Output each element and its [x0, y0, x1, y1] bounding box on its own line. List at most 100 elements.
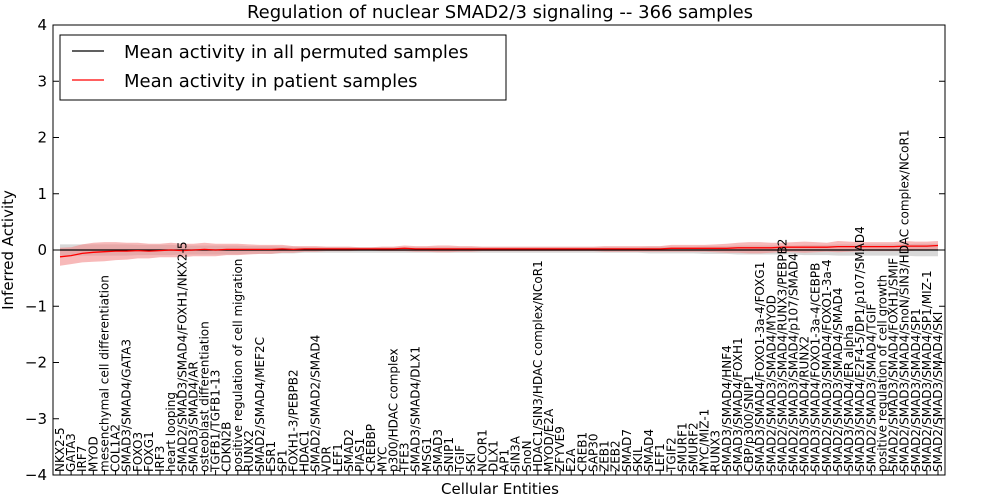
y-axis-label: Inferred Activity [0, 190, 17, 310]
x-tick-label: TGIF2 [664, 437, 678, 473]
x-tick-label: E2A [564, 448, 578, 472]
x-tick-label: VDR [320, 446, 334, 472]
x-tick-label: SMAD3/SMAD4/GATA3 [120, 339, 134, 472]
x-tick-label: HDAC1 [298, 430, 312, 472]
x-tick-label: CDKN2B [220, 422, 234, 472]
x-tick-label: SMAD2/SMAD3/SMAD4/MYOD [764, 295, 778, 472]
x-tick-label: MYC [375, 447, 389, 472]
x-tick-label: SMAD2/SMAD3/SMAD4/SnoN/SIN3/HDAC complex… [898, 130, 912, 473]
x-tick-label: SMAD2/SMAD4/MEF2C [253, 337, 267, 472]
y-tick-label: 2 [37, 129, 47, 147]
x-tick-label: SMAD3 [431, 429, 445, 472]
x-tick-label: SMAD2 [342, 429, 356, 472]
x-tick-label: SMAD3/SMAD4/HNF4 [720, 345, 734, 472]
legend-permuted-label: Mean activity in all permuted samples [124, 42, 468, 63]
x-tick-label: TFE3 [398, 443, 412, 473]
x-tick-label: positive regulation of cell growth [875, 275, 889, 472]
chart-title: Regulation of nuclear SMAD2/3 signaling … [247, 2, 753, 23]
x-tick-label: SAP30 [587, 433, 601, 472]
x-tick-label: ESR1 [264, 441, 278, 472]
x-axis-label: Cellular Entities [441, 480, 559, 498]
x-tick-label: CREB1 [575, 432, 589, 472]
x-tick-label: LEF1 [331, 443, 345, 472]
y-tick-label: −2 [25, 354, 47, 372]
x-tick-label: heart looping [164, 392, 178, 472]
x-tick-label: RUNX2 [242, 430, 256, 472]
x-tick-label: MSG1 [420, 437, 434, 472]
x-tick-label: SMAD2/SMAD3/SMAD4/TGIF [864, 304, 878, 472]
patient-confidence-band [60, 241, 938, 266]
x-tick-label: SMAD2/SMAD3/SMAD4/SMAD4 [831, 288, 845, 472]
x-tick-label: ZEB1 [598, 440, 612, 472]
x-tick-label: SMURF1 [675, 422, 689, 472]
plot-area: −4 −3 −2 −1 0 1 2 3 4 NKX2-5GATA3IRF7MYODmesenchy… [25, 16, 946, 484]
x-tick-label: MYOD [86, 436, 100, 472]
x-tick-label: SMAD2/SMAD3/SMAD4/FOXH1/NKX2-5 [175, 242, 189, 472]
x-tick-label: SMAD3/SMAD4/RUNX2 [798, 336, 812, 472]
x-tick-label: SMAD3/SMAD4/AR [186, 361, 200, 472]
x-tick-label: SMAD2/SMAD3/SMAD4/FOXH1/SMIF [887, 258, 901, 472]
x-tick-label: GATA3 [64, 433, 78, 472]
x-tick-label: SMAD3/SMAD4/FOXO1-3a-4/CEBPB [809, 263, 823, 472]
x-tick-label: AP1 [498, 449, 512, 472]
x-tick-label: MYC/MIZ-1 [698, 409, 712, 472]
x-tick-label: SP1 [275, 450, 289, 473]
x-tick-label: MYOD/E2A [542, 408, 556, 472]
x-tick-label: SMAD4 [642, 429, 656, 472]
x-tick-label: NKX2-5 [53, 427, 67, 472]
series-line-patient [59, 244, 939, 258]
x-tick-label: positive regulation of cell migration [231, 259, 245, 472]
x-tick-label: SMAD2/SMAD3/SMAD4/p107/SMAD4 [787, 253, 801, 472]
y-tick-label: −1 [25, 297, 47, 315]
x-tick-label: NCOR1 [475, 429, 489, 472]
x-tick-label: SKIL [631, 446, 645, 472]
x-tick-label: SKI [464, 453, 478, 472]
x-tick-label: LEF1 [653, 443, 667, 472]
y-tick-label: 1 [37, 185, 47, 203]
x-tick-label: DLX1 [486, 440, 500, 472]
x-tick-label: SMAD2/SMAD3/SMAD4/FOXO1-3a-4 [820, 259, 834, 472]
x-tick-label: ZFYVE9 [553, 426, 567, 472]
x-tick-label: FOXO3 [131, 432, 145, 472]
x-tick-label: SMAD3/SMAD4/DLX1 [409, 346, 423, 472]
x-tick-label: TGFB1/TGFB1-13 [209, 370, 223, 473]
x-tick-label: RUNX3 [709, 430, 723, 472]
x-tick-label: SMAD3/SMAD4/FOXO1-3a-4/FOXG1 [753, 262, 767, 472]
x-tick-label: SMAD2/SMAD3/SMAD4/RUNX3/PEBPB2 [775, 239, 789, 472]
legend: Mean activity in all permuted samples Me… [59, 34, 507, 101]
x-tick-label: SMAD2/SMAD3/SMAD4/SKI [931, 312, 945, 472]
x-tick-label: FOXH1-3/PEBPB2 [286, 369, 300, 472]
x-tick-label: ZEB2 [609, 440, 623, 472]
x-tick-label: SMAD2/SMAD2/SMAD4 [309, 335, 323, 472]
x-tick-label: p300/HDAC complex [386, 348, 400, 472]
y-tick-label: −3 [25, 410, 47, 428]
x-tick-label: SMAD3/SMAD4/FOXH1 [731, 337, 745, 472]
x-tick-label: FOXG1 [142, 431, 156, 472]
x-tick-label: HDAC1/SIN3/HDAC complex/NCoR1 [531, 260, 545, 472]
x-tick-label: COL1A2 [109, 424, 123, 472]
y-tick-label: 4 [37, 16, 47, 34]
x-tick-label: SMAD3/SMAD4/ER alpha [842, 325, 856, 472]
legend-patient-label: Mean activity in patient samples [124, 71, 418, 92]
x-tick-label: IRF7 [75, 446, 89, 472]
x-tick-label: SMAD7 [620, 429, 634, 472]
x-tick-label: SnoN [520, 440, 534, 472]
x-tick-label: CREBBP [364, 424, 378, 472]
x-tick-label: SMAD3/SMAD4/E2F4-5/DP1/p107/SMAD4 [853, 226, 867, 472]
legend-box [59, 34, 507, 101]
x-tick-label: TGIF [453, 445, 467, 473]
x-tick-label: PIAS1 [353, 438, 367, 472]
x-tick-label: osteoblast differentiation [198, 321, 212, 472]
y-tick-label: 0 [37, 241, 47, 259]
x-tick-label: SIN3A [509, 435, 523, 472]
x-tick-label: SMURF2 [687, 422, 701, 472]
y-tick-label: −4 [25, 466, 47, 484]
x-tick-label: SMAD2/SMAD3/SMAD4/SP1 [909, 308, 923, 472]
x-tick-label: CBP/p300/SNIP1 [742, 375, 756, 472]
x-tick-label: mesenchymal cell differentiation [98, 275, 112, 472]
y-tick-label: 3 [37, 72, 47, 90]
x-tick-label: IRF3 [153, 446, 167, 472]
x-tick-label: SMAD2/SMAD3/SMAD4/SP1/MIZ-1 [920, 270, 934, 472]
x-tick-label: SNIP1 [442, 437, 456, 472]
